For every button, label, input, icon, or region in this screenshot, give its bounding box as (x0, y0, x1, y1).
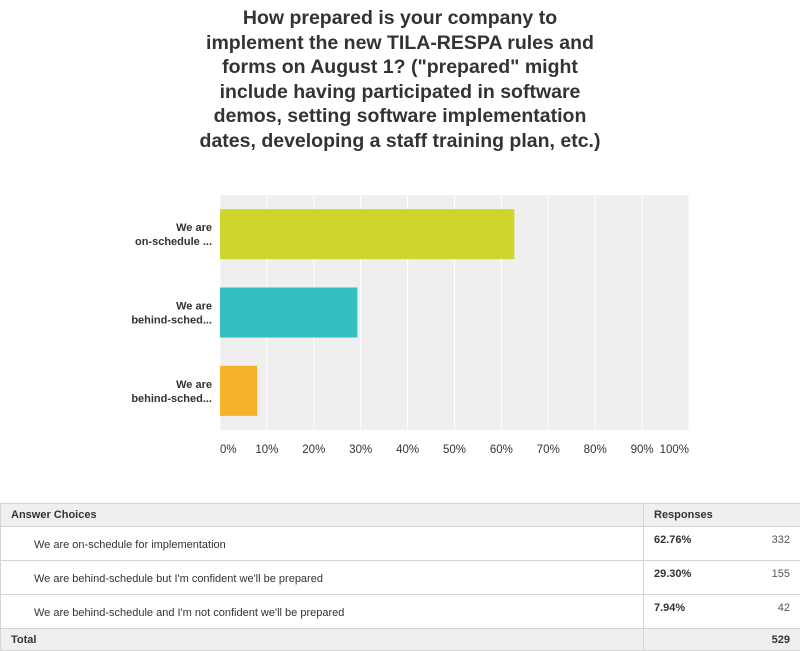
x-tick-label: 70% (537, 444, 560, 456)
x-axis-ticks: 0% 10% 20% 30% 40% 50% 60% 70% 80% 90% 100% (220, 444, 689, 456)
answer-choice: We are on-schedule for implementation (1, 527, 644, 561)
answer-choice: We are behind-schedule but I'm confident… (1, 561, 644, 595)
response-count: 155 (772, 568, 790, 580)
answer-choice: We are behind-schedule and I'm not confi… (1, 595, 644, 629)
x-tick-label: 30% (349, 444, 372, 456)
response-percent: 29.30% (654, 568, 691, 580)
response-percent: 62.76% (654, 534, 691, 546)
responses-table: Answer Choices Responses We are on-sched… (0, 503, 800, 651)
x-tick-label: 20% (302, 444, 325, 456)
header-answer-choices: Answer Choices (1, 504, 644, 527)
total-label: Total (1, 629, 644, 651)
header-responses: Responses (644, 504, 800, 527)
x-tick-label: 0% (220, 444, 237, 456)
x-tick-label: 60% (490, 444, 513, 456)
category-label-line: We are (176, 222, 212, 234)
table-header: Answer Choices Responses (1, 504, 800, 527)
category-label-line: We are (176, 379, 212, 391)
category-label-line: We are (176, 301, 212, 313)
response-count: 42 (778, 602, 790, 614)
bar (220, 366, 257, 416)
x-tick-label: 50% (443, 444, 466, 456)
table-row: We are behind-schedule but I'm confident… (1, 561, 800, 595)
category-label-line: behind-sched... (131, 315, 212, 327)
table-row: We are behind-schedule and I'm not confi… (1, 595, 800, 629)
category-labels: We are on-schedule ... We are behind-sched.… (131, 222, 212, 405)
x-tick-label: 10% (255, 444, 278, 456)
x-tick-label: 80% (584, 444, 607, 456)
response-cell: 62.76% 332 (644, 527, 800, 561)
table-row: We are on-schedule for implementation 62… (1, 527, 800, 561)
total-count: 529 (644, 629, 800, 651)
response-cell: 7.94% 42 (644, 595, 800, 629)
category-label-line: behind-sched... (131, 393, 212, 405)
bar (220, 209, 514, 259)
x-tick-label: 100% (660, 444, 689, 456)
bar-chart: We are on-schedule ... We are behind-sched.… (0, 0, 800, 470)
response-percent: 7.94% (654, 602, 685, 614)
x-tick-label: 90% (631, 444, 654, 456)
response-cell: 29.30% 155 (644, 561, 800, 595)
bar (220, 288, 357, 338)
category-label: We are behind-sched... (131, 379, 212, 405)
category-label: We are behind-sched... (131, 301, 212, 327)
response-count: 332 (772, 534, 790, 546)
x-tick-label: 40% (396, 444, 419, 456)
category-label-line: on-schedule ... (135, 236, 212, 248)
total-row: Total 529 (1, 629, 800, 651)
category-label: We are on-schedule ... (135, 222, 212, 248)
